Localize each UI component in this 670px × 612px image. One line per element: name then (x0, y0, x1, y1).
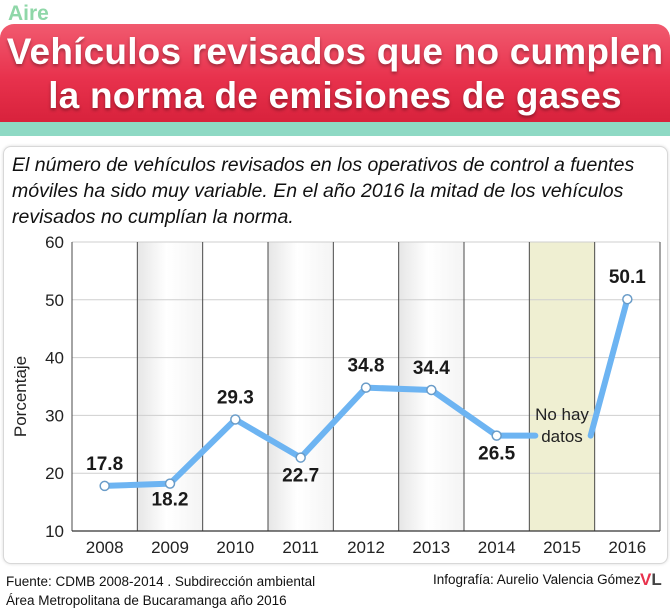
data-label: 34.8 (348, 356, 385, 377)
y-tick-label: 10 (45, 522, 64, 541)
data-label: 18.2 (152, 490, 189, 511)
data-point (164, 478, 176, 489)
data-point (622, 293, 633, 305)
chart-title: Vehículos revisados que no cumplen la no… (0, 30, 670, 118)
publisher-logo: VL (640, 570, 662, 590)
data-point (99, 480, 110, 492)
source-note: Fuente: CDMB 2008-2014 . Subdirección am… (6, 572, 315, 610)
x-tick-label: 2010 (216, 538, 254, 557)
x-tick-label: 2015 (543, 538, 581, 557)
logo-letter-v: V (640, 570, 652, 589)
source-line-1: Fuente: CDMB 2008-2014 . Subdirección am… (6, 574, 316, 589)
y-tick-label: 50 (45, 291, 64, 310)
source-line-2: Área Metropolitana de Bucaramanga año 20… (6, 593, 287, 608)
no-data-band (529, 242, 595, 531)
chart-subtitle: El número de vehículos revisados en los … (12, 154, 635, 228)
data-label: 22.7 (282, 466, 319, 487)
data-label: 29.3 (217, 387, 254, 408)
logo-letter-l: L (651, 570, 662, 589)
data-point (360, 382, 372, 393)
x-tick-label: 2013 (412, 538, 450, 557)
title-banner (0, 24, 670, 122)
y-axis-label: Porcentaje (11, 356, 30, 437)
series-line (101, 384, 539, 489)
y-tick-label: 60 (45, 233, 64, 252)
x-tick-label: 2008 (86, 538, 124, 557)
section-tag: Aire (8, 2, 49, 25)
y-tick-label: 20 (45, 464, 64, 483)
title-line-2: la norma de emisiones de gases (48, 75, 622, 116)
x-tick-label: 2014 (478, 538, 516, 557)
data-label: 50.1 (609, 267, 646, 288)
title-line-1: Vehículos revisados que no cumplen (6, 31, 664, 72)
data-point (426, 384, 437, 396)
infographic-credit: Infografía: Aurelio Valencia Gómez (433, 572, 641, 587)
y-tick-label: 40 (45, 349, 64, 368)
data-point (295, 452, 306, 463)
data-label: 26.5 (478, 444, 515, 465)
no-data-label: datos (541, 427, 583, 446)
series-line (587, 296, 631, 439)
y-tick-label: 30 (45, 406, 64, 425)
x-tick-label: 2016 (608, 538, 646, 557)
no-data-label: No hay (535, 405, 589, 424)
x-tick-label: 2009 (151, 538, 189, 557)
banner-strip (0, 122, 670, 136)
column-shade (268, 242, 334, 531)
data-point (230, 414, 241, 425)
data-label: 34.4 (413, 358, 450, 379)
data-point (491, 430, 502, 441)
x-tick-label: 2012 (347, 538, 385, 557)
x-tick-label: 2011 (282, 538, 319, 557)
data-label: 17.8 (86, 454, 123, 475)
